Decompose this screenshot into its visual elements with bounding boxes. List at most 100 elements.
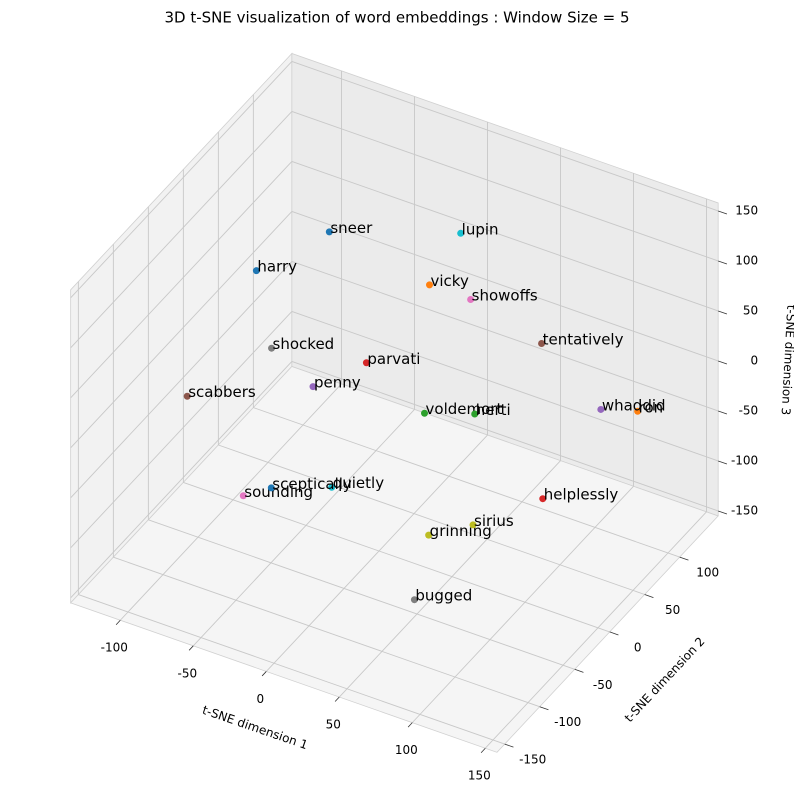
z-tick-label: -50: [739, 403, 759, 417]
tick-mark: [718, 260, 728, 265]
point-label: voldemort: [426, 400, 503, 418]
point: [268, 344, 276, 352]
point: [425, 531, 433, 539]
ticks: -100 -50 0 50 100 150 -150 -100 -50 0 50 100 -150 -10…: [101, 203, 758, 782]
point-label: quietly: [333, 474, 384, 492]
grid-line: [253, 407, 680, 558]
panes: [69, 52, 719, 753]
y-tick-label: 50: [665, 603, 680, 617]
point: [362, 359, 370, 367]
point: [309, 383, 317, 391]
point: [634, 407, 642, 415]
tick-mark: [407, 722, 413, 728]
z-axis-label: t-SNE dimension 3: [779, 304, 794, 415]
x-tick-label: 150: [468, 769, 491, 783]
tick-mark: [609, 631, 619, 636]
point-label: sirius: [474, 512, 514, 530]
point: [183, 392, 191, 400]
grid-line: [78, 594, 505, 745]
grid-line: [70, 111, 293, 349]
point-label: penny: [314, 374, 361, 392]
tick-mark: [261, 671, 267, 677]
y-tick-label: -150: [519, 753, 546, 767]
x-tick-label: -100: [101, 641, 128, 655]
point-label: shocked: [273, 335, 335, 353]
grid-line: [291, 161, 719, 312]
point: [426, 281, 433, 289]
grid-line: [70, 311, 293, 549]
point: [538, 340, 546, 348]
tick-mark: [480, 747, 486, 753]
y-tick-label: -50: [593, 678, 613, 692]
point: [239, 492, 247, 500]
grid-line: [291, 61, 719, 212]
point-label: tentatively: [543, 331, 624, 349]
tick-mark: [574, 668, 584, 673]
tick-mark: [718, 210, 728, 215]
point-label: sneer: [330, 219, 373, 237]
z-tick-label: 0: [751, 353, 759, 367]
point: [410, 596, 418, 604]
tick-mark: [115, 619, 121, 625]
grid-line: [338, 460, 561, 698]
x-tick-label: 50: [326, 718, 341, 732]
point: [471, 410, 479, 418]
tick-mark: [539, 706, 549, 711]
tick-mark: [679, 556, 689, 561]
y-tick-label: 0: [634, 640, 642, 654]
point-label: parvati: [367, 350, 420, 368]
point-label: sceptically: [272, 475, 352, 493]
x-axis-label: t-SNE dimension 1: [201, 703, 310, 752]
tick-mark: [334, 696, 340, 702]
tick-mark: [718, 410, 728, 415]
point: [597, 405, 605, 413]
z-tick-label: -100: [731, 453, 758, 467]
grid-line: [265, 434, 488, 672]
point: [467, 296, 475, 304]
point-label: ron: [639, 398, 664, 416]
point-label: sounding: [244, 483, 313, 501]
point-label: vicky: [431, 272, 469, 290]
point-label: whaddid: [602, 396, 666, 414]
point-label: lupin: [462, 220, 499, 238]
point-label: showoffs: [472, 287, 538, 305]
point: [469, 521, 477, 529]
tick-mark: [504, 743, 514, 748]
grid-line: [70, 211, 293, 449]
grid-line: [411, 485, 634, 723]
tick-mark: [718, 510, 728, 515]
grid-line: [70, 161, 293, 399]
grid-line: [70, 361, 293, 599]
point: [457, 229, 465, 237]
x-tick-label: 0: [256, 692, 264, 706]
grid-line: [183, 481, 610, 633]
grid-line: [291, 261, 719, 412]
x-tick-label: 100: [395, 743, 418, 757]
grid-line: [119, 383, 342, 621]
point-label: helplessly: [544, 486, 619, 504]
chart-title: 3D t-SNE visualization of word embedding…: [164, 9, 629, 27]
z-tick-label: 150: [735, 203, 758, 217]
grid-line: [484, 511, 707, 749]
grid-line: [218, 444, 645, 595]
tick-mark: [644, 594, 654, 598]
point-label: bugged: [415, 587, 472, 605]
z-tick-label: -150: [731, 503, 758, 517]
point-label: harry: [257, 258, 297, 276]
pane-floor: [69, 365, 719, 753]
y-tick-label: -100: [554, 715, 581, 729]
x-tick-label: -50: [177, 666, 197, 680]
point-label: scabbers: [188, 383, 256, 401]
point-label: grinning: [430, 522, 492, 540]
point: [267, 484, 275, 492]
z-tick-label: 100: [735, 253, 758, 267]
grid-line: [291, 361, 719, 512]
grid-line: [148, 519, 575, 670]
point: [421, 409, 429, 417]
grid-line: [70, 61, 293, 299]
tick-mark: [718, 460, 728, 465]
z-tick-label: 50: [743, 303, 758, 317]
grid-line: [291, 111, 719, 262]
tick-mark: [188, 645, 194, 651]
